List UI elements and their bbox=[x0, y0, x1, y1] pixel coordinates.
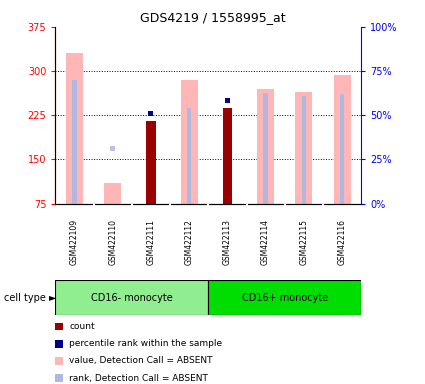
Bar bbox=[146, 121, 156, 204]
Bar bbox=[110, 146, 115, 151]
Bar bbox=[104, 183, 121, 204]
Text: cell type ►: cell type ► bbox=[4, 293, 57, 303]
Text: count: count bbox=[69, 322, 95, 331]
Bar bbox=[302, 113, 306, 118]
Bar bbox=[257, 89, 274, 204]
Bar bbox=[148, 111, 153, 116]
Bar bbox=[302, 96, 306, 204]
Text: GSM422115: GSM422115 bbox=[299, 219, 309, 265]
Bar bbox=[223, 108, 232, 204]
Text: GSM422116: GSM422116 bbox=[337, 219, 347, 265]
Text: GSM422109: GSM422109 bbox=[70, 219, 79, 265]
Bar bbox=[295, 92, 312, 204]
Text: GSM422113: GSM422113 bbox=[223, 219, 232, 265]
Bar bbox=[225, 98, 230, 103]
Bar bbox=[181, 80, 198, 204]
Text: GDS4219 / 1558995_at: GDS4219 / 1558995_at bbox=[140, 12, 285, 25]
Text: percentile rank within the sample: percentile rank within the sample bbox=[69, 339, 222, 348]
Text: GSM422114: GSM422114 bbox=[261, 219, 270, 265]
Text: rank, Detection Call = ABSENT: rank, Detection Call = ABSENT bbox=[69, 374, 208, 383]
Bar bbox=[264, 93, 268, 98]
Text: value, Detection Call = ABSENT: value, Detection Call = ABSENT bbox=[69, 356, 213, 366]
Bar bbox=[340, 94, 344, 99]
Bar bbox=[334, 74, 351, 204]
Text: GSM422111: GSM422111 bbox=[146, 219, 156, 265]
Text: GSM422112: GSM422112 bbox=[184, 219, 194, 265]
Bar bbox=[340, 96, 344, 204]
Bar bbox=[55, 280, 208, 315]
Bar bbox=[264, 94, 268, 204]
Bar bbox=[66, 53, 83, 204]
Text: CD16+ monocyte: CD16+ monocyte bbox=[242, 293, 328, 303]
Bar bbox=[208, 280, 361, 315]
Bar bbox=[72, 80, 76, 204]
Bar bbox=[187, 108, 191, 113]
Text: CD16- monocyte: CD16- monocyte bbox=[91, 293, 173, 303]
Bar bbox=[187, 111, 191, 204]
Text: GSM422110: GSM422110 bbox=[108, 219, 117, 265]
